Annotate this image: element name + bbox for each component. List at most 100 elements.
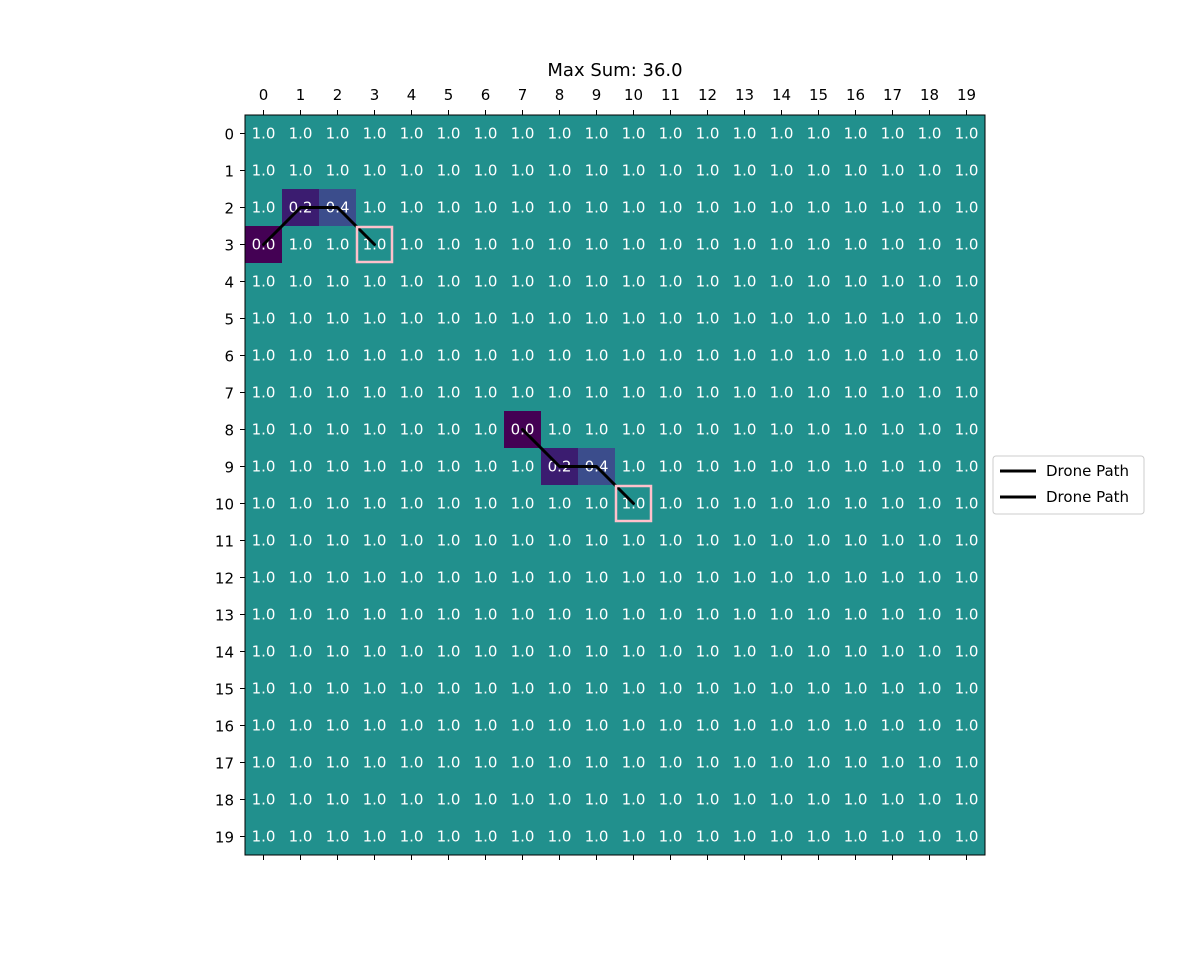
cell-value-label: 1.0 xyxy=(622,754,646,772)
cell-value-label: 1.0 xyxy=(770,495,794,513)
cell-value-label: 1.0 xyxy=(844,347,868,365)
cell-value-label: 1.0 xyxy=(289,828,313,846)
cell-value-label: 1.0 xyxy=(696,236,720,254)
y-tick-label: 17 xyxy=(215,755,234,773)
cell-value-label: 1.0 xyxy=(437,125,461,143)
y-tick-label: 12 xyxy=(215,570,234,588)
cell-value-label: 1.0 xyxy=(474,421,498,439)
cell-value-label: 1.0 xyxy=(955,199,979,217)
cell-value-label: 1.0 xyxy=(622,532,646,550)
cell-value-label: 1.0 xyxy=(659,754,683,772)
cell-value-label: 1.0 xyxy=(881,310,905,328)
cell-value-label: 1.0 xyxy=(548,680,572,698)
cell-value-label: 1.0 xyxy=(326,754,350,772)
cell-value-label: 1.0 xyxy=(733,680,757,698)
cell-value-label: 1.0 xyxy=(437,384,461,402)
cell-value-label: 1.0 xyxy=(289,717,313,735)
cell-value-label: 1.0 xyxy=(400,754,424,772)
x-tick-label: 15 xyxy=(809,86,828,104)
cell-value-label: 1.0 xyxy=(252,347,276,365)
cell-value-label: 1.0 xyxy=(881,532,905,550)
cell-value-label: 1.0 xyxy=(881,458,905,476)
cell-value-label: 1.0 xyxy=(733,384,757,402)
cell-value-label: 1.0 xyxy=(733,717,757,735)
cell-value-label: 1.0 xyxy=(881,162,905,180)
cell-value-label: 1.0 xyxy=(585,421,609,439)
cell-value-label: 1.0 xyxy=(326,828,350,846)
cell-value-label: 1.0 xyxy=(548,495,572,513)
cell-value-label: 1.0 xyxy=(511,828,535,846)
cell-value-label: 1.0 xyxy=(844,273,868,291)
cell-value-label: 1.0 xyxy=(696,754,720,772)
x-tick-label: 1 xyxy=(296,86,306,104)
cell-value-label: 1.0 xyxy=(289,384,313,402)
cell-value-label: 1.0 xyxy=(659,606,683,624)
cell-value-label: 1.0 xyxy=(326,495,350,513)
cell-value-label: 1.0 xyxy=(807,458,831,476)
cell-value-label: 1.0 xyxy=(548,125,572,143)
cell-value-label: 1.0 xyxy=(400,643,424,661)
cell-value-label: 1.0 xyxy=(733,273,757,291)
cell-value-label: 1.0 xyxy=(252,495,276,513)
x-tick-label: 3 xyxy=(370,86,380,104)
cell-value-label: 1.0 xyxy=(548,236,572,254)
cell-value-label: 1.0 xyxy=(252,643,276,661)
cell-value-label: 1.0 xyxy=(252,458,276,476)
x-tick-label: 11 xyxy=(661,86,680,104)
cell-value-label: 1.0 xyxy=(807,606,831,624)
cell-value-label: 1.0 xyxy=(733,791,757,809)
cell-value-label: 1.0 xyxy=(844,236,868,254)
y-tick-label: 10 xyxy=(215,496,234,514)
cell-value-label: 1.0 xyxy=(363,199,387,217)
cell-value-label: 1.0 xyxy=(326,125,350,143)
cell-value-label: 1.0 xyxy=(511,310,535,328)
cell-value-label: 1.0 xyxy=(733,754,757,772)
cell-value-label: 1.0 xyxy=(326,310,350,328)
cell-value-label: 1.0 xyxy=(289,347,313,365)
cell-value-label: 1.0 xyxy=(363,125,387,143)
cell-value-label: 1.0 xyxy=(252,310,276,328)
cell-value-label: 1.0 xyxy=(770,569,794,587)
cell-value-label: 1.0 xyxy=(918,199,942,217)
cell-value-label: 1.0 xyxy=(474,754,498,772)
cell-value-label: 1.0 xyxy=(918,458,942,476)
cell-value-label: 1.0 xyxy=(844,421,868,439)
cell-value-label: 1.0 xyxy=(548,162,572,180)
y-tick-label: 15 xyxy=(215,681,234,699)
cell-value-label: 1.0 xyxy=(548,828,572,846)
x-tick-label: 12 xyxy=(698,86,717,104)
cell-value-label: 1.0 xyxy=(400,569,424,587)
cell-value-label: 1.0 xyxy=(400,680,424,698)
cell-value-label: 1.0 xyxy=(437,569,461,587)
legend-label: Drone Path xyxy=(1046,462,1129,480)
cell-value-label: 1.0 xyxy=(659,828,683,846)
cell-value-label: 1.0 xyxy=(326,569,350,587)
cell-value-label: 1.0 xyxy=(585,680,609,698)
cell-value-label: 1.0 xyxy=(881,347,905,365)
cell-value-label: 1.0 xyxy=(289,643,313,661)
cell-value-label: 1.0 xyxy=(474,125,498,143)
cell-value-label: 1.0 xyxy=(733,125,757,143)
cell-value-label: 1.0 xyxy=(585,643,609,661)
cell-value-label: 1.0 xyxy=(363,680,387,698)
cell-value-label: 1.0 xyxy=(659,310,683,328)
cell-value-label: 1.0 xyxy=(733,643,757,661)
cell-value-label: 1.0 xyxy=(252,569,276,587)
cell-value-label: 1.0 xyxy=(585,569,609,587)
cell-value-label: 1.0 xyxy=(400,421,424,439)
cell-value-label: 1.0 xyxy=(474,310,498,328)
cell-value-label: 1.0 xyxy=(844,717,868,735)
cell-value-label: 1.0 xyxy=(622,680,646,698)
cell-value-label: 1.0 xyxy=(363,273,387,291)
cell-value-label: 1.0 xyxy=(955,828,979,846)
cell-value-label: 1.0 xyxy=(770,273,794,291)
cell-value-label: 1.0 xyxy=(400,532,424,550)
x-tick-label: 18 xyxy=(920,86,939,104)
cell-value-label: 1.0 xyxy=(733,199,757,217)
y-tick-label: 0 xyxy=(224,126,234,144)
cell-value-label: 1.0 xyxy=(881,236,905,254)
cell-value-label: 1.0 xyxy=(511,273,535,291)
cell-value-label: 1.0 xyxy=(474,532,498,550)
cell-value-label: 1.0 xyxy=(696,532,720,550)
cell-value-label: 1.0 xyxy=(326,421,350,439)
